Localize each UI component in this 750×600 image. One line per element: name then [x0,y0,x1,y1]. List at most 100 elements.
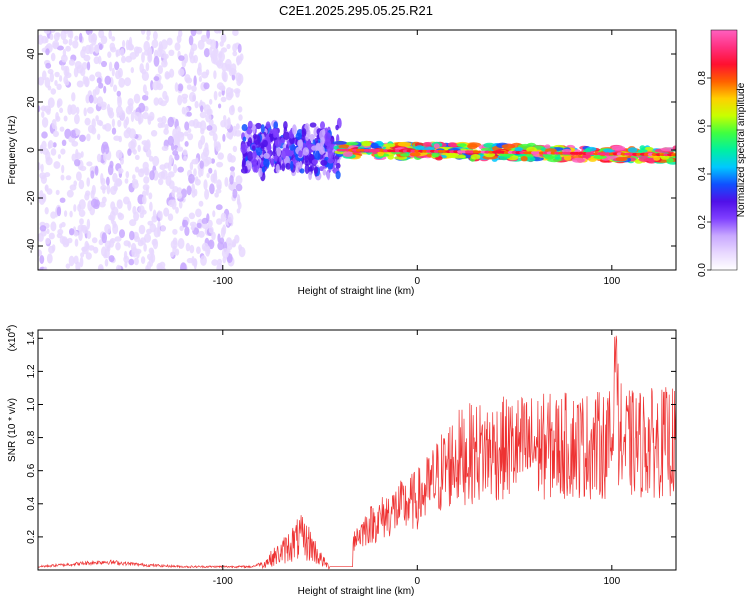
heatmap-cell [581,154,592,159]
heatmap-cell [236,78,242,87]
heatmap-cell [191,223,195,231]
heatmap-cell [561,149,572,153]
heatmap-cell [147,115,152,125]
heatmap-cell [134,111,142,122]
heatmap-cell [111,118,115,128]
heatmap-cell [145,148,152,158]
heatmap-cell [69,228,75,236]
heatmap-cell [118,77,126,88]
heatmap-cell [431,151,440,158]
heatmap-cell [292,124,297,135]
heatmap-cell [236,208,241,214]
heatmap-cell [108,255,115,263]
heatmap-cell [116,199,123,210]
snr-frame [37,329,677,571]
heatmap-cell [145,62,150,72]
heatmap-cell [297,139,303,148]
heatmap-cell [77,204,82,212]
snr-y-tick-label: 1.4 [26,331,37,345]
heatmap-cell [63,65,68,77]
heatmap-cell [311,159,319,165]
heatmap-cell [224,119,231,130]
heatmap-cell [86,106,94,114]
snr-multiplier-close: ) [7,325,18,328]
heatmap-cell [142,184,150,191]
heatmap-cell [89,206,95,216]
heatmap-cell [74,114,80,125]
heatmap-cell [230,63,237,73]
snr-x-tick-label: 0 [415,576,421,587]
heatmap-cell [269,129,274,134]
heatmap-cell [318,166,325,172]
heatmap-cell [78,230,83,242]
heatmap-cell [138,224,146,235]
heatmap-cell [433,143,440,149]
heatmap-cell [141,71,149,81]
heatmap-cell [47,141,52,150]
heatmap-cell [593,155,607,160]
heatmap-cell [109,210,116,222]
heatmap-cell [127,44,135,51]
heatmap-cell [93,44,100,53]
heatmap-cell [283,121,288,130]
heatmap-cell [338,144,350,149]
heatmap-cell [253,134,261,146]
heatmap-cell [101,60,107,68]
heatmap-cell [57,228,64,235]
heatmap-cell [220,212,227,222]
heatmap-cell [160,225,166,232]
heatmap-cell [335,170,341,180]
heatmap-cell [238,114,243,121]
heatmap-cell [313,166,318,174]
heatmap-cell [117,95,122,103]
heatmap-cell [41,117,49,128]
heatmap-cell [80,48,86,59]
heatmap-cell [274,139,282,148]
heatmap-cell [61,54,68,63]
heatmap-cell [163,207,170,217]
heatmap-cell [260,124,265,134]
heatmap-cell [47,68,54,75]
heatmap-cell [138,102,146,113]
heatmap-cell [52,142,57,148]
heatmap-cell [627,147,638,153]
heatmap-cell [178,55,185,61]
heatmap-cell [142,84,147,94]
heatmap-cell [41,111,45,118]
heatmap-cell [206,108,212,116]
snr-plot-area [38,335,676,570]
heatmap-cell [162,90,168,100]
heatmap-cell [175,206,179,214]
heatmap-cell [46,253,53,264]
heatmap-cell [213,90,218,101]
heatmap-cell [131,179,139,185]
heatmap-cell [163,53,169,59]
heatmap-cell [61,164,65,174]
heatmap-cell [117,119,122,128]
heatmap-cell [311,145,319,151]
heatmap-cell [152,238,159,250]
heatmap-cell [174,153,180,161]
heatmap-cell [176,192,183,199]
heatmap-cell [422,142,432,147]
heatmap-cell [39,255,45,264]
heatmap-cell [216,218,223,225]
heatmap-cell [210,39,217,50]
snr-series-line [38,335,676,570]
heatmap-cell [202,223,210,229]
heatmap-cell [85,190,91,197]
heatmap-cell [226,43,231,50]
heatmap-cell [232,145,238,153]
heatmap-cell [145,90,149,97]
heatmap-cell [101,144,105,154]
heatmap-cell [186,185,192,196]
heatmap-cell [101,232,108,244]
heatmap-cell [84,117,91,126]
heatmap-cell [150,249,155,256]
spectrogram-y-axis-label: Frequency (Hz) [7,116,18,185]
heatmap-cell [109,42,116,51]
heatmap-cell [141,209,147,215]
heatmap-cell [80,252,85,258]
heatmap-cell [177,94,183,106]
heatmap-cell [182,219,186,228]
